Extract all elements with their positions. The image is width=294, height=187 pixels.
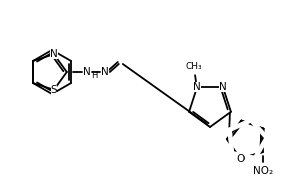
Text: N: N [83,67,91,77]
Text: NO₂: NO₂ [253,166,273,176]
Text: S: S [51,85,57,95]
Text: N: N [50,49,58,59]
Text: N: N [101,67,109,77]
Text: O: O [236,154,244,164]
Text: N: N [219,82,227,92]
Text: N: N [193,82,201,92]
Text: O: O [236,154,244,164]
Text: CH₃: CH₃ [186,62,202,71]
Text: H: H [91,71,97,80]
